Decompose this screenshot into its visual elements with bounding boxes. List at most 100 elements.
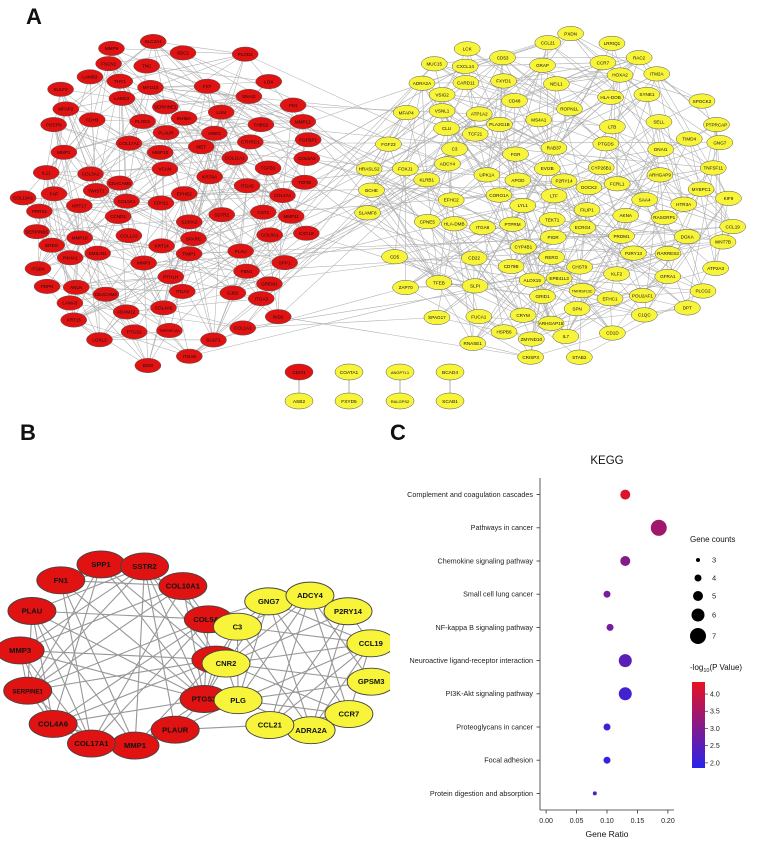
kegg-dot — [603, 723, 611, 731]
svg-text:EFHC1: EFHC1 — [602, 296, 618, 301]
svg-text:CEACAM5: CEACAM5 — [109, 181, 132, 186]
gene-node: PXDN — [557, 26, 584, 42]
svg-text:ADRA2A: ADRA2A — [295, 726, 327, 735]
svg-text:GRID1: GRID1 — [536, 294, 550, 299]
gene-node: DPT — [674, 300, 701, 316]
gene-node: SSTR2 — [208, 207, 236, 223]
svg-text:FAP: FAP — [50, 191, 59, 196]
gene-node: ADRA2A — [286, 716, 336, 745]
pathway-label: Pathways in cancer — [471, 523, 534, 532]
svg-text:CD5: CD5 — [390, 254, 400, 259]
gene-node: DOCK2 — [575, 180, 603, 195]
svg-text:ATP1A2: ATP1A2 — [471, 112, 488, 117]
gene-node: GJB2 — [219, 285, 247, 301]
gene-node: CEACAM6 — [92, 286, 120, 302]
svg-text:MMP1: MMP1 — [57, 150, 71, 155]
svg-text:LOXL2: LOXL2 — [92, 337, 107, 342]
gene-node: RASGRP1 — [650, 210, 678, 225]
svg-text:RARRES3: RARRES3 — [657, 251, 679, 256]
svg-text:RASGRP1: RASGRP1 — [653, 215, 675, 220]
svg-text:SERPINE1: SERPINE1 — [12, 688, 43, 695]
gene-node: PLAU — [227, 243, 254, 259]
gene-node: FXYD1 — [490, 73, 517, 89]
svg-text:IL7: IL7 — [563, 334, 570, 339]
kegg-dotplot: KEGG 0.00 0.05 0.10 0.15 0.20 Gene Ratio Comple… — [407, 455, 742, 839]
gene-node: APOD — [504, 172, 532, 188]
gene-node: SPAG17 — [423, 310, 451, 325]
isolated-pair: BCAD4 SCAB1 — [435, 363, 465, 410]
gene-node: HLA-DOB — [597, 89, 624, 105]
color-legend-label: 4.0 — [710, 692, 720, 699]
svg-text:MMP9: MMP9 — [105, 46, 119, 51]
svg-text:KRT14: KRT14 — [155, 244, 170, 249]
gene-node: CLU — [433, 120, 460, 136]
gene-node: CPNE5 — [414, 214, 441, 230]
gene-node: FN1 — [36, 566, 86, 595]
gene-node: CYP4B1 — [510, 239, 537, 255]
svg-text:CCL19: CCL19 — [359, 639, 383, 648]
isolated-pair: ANGPTL1 RALGPS2 — [385, 363, 415, 410]
svg-text:ALOX15: ALOX15 — [524, 278, 542, 283]
gene-node: CCL19 — [719, 219, 746, 235]
kegg-dot — [592, 791, 597, 796]
gene-node: HRASLS2 — [355, 161, 383, 177]
gene-node-group: SPP1 FN1 SSTR2 COL1A1 COL1A2 COL3A1 COL4A1 COL4… — [9, 34, 322, 373]
svg-text:MMP3: MMP3 — [9, 646, 31, 655]
svg-text:ROPN1L: ROPN1L — [560, 106, 579, 111]
svg-text:GFRA1: GFRA1 — [660, 274, 676, 279]
svg-text:ITGA6: ITGA6 — [183, 354, 197, 359]
svg-text:C3: C3 — [452, 147, 458, 152]
gene-node: TNC — [133, 58, 160, 74]
svg-text:ASB2: ASB2 — [293, 399, 306, 405]
svg-text:TIMD4: TIMD4 — [682, 137, 696, 142]
gene-node: C1QC — [631, 307, 658, 323]
gene-node: COL17A1 — [67, 729, 116, 758]
svg-text:CRISP3: CRISP3 — [522, 355, 539, 360]
gene-node: MYBPC1 — [687, 181, 715, 197]
gene-node: FGR — [502, 146, 529, 162]
gene-node: SERPINB5 — [23, 224, 50, 240]
gene-node: COL17A1 — [115, 135, 143, 151]
svg-text:COL1A1: COL1A1 — [234, 326, 252, 331]
svg-text:COL5A1: COL5A1 — [193, 615, 224, 624]
svg-text:COL5A1: COL5A1 — [118, 199, 136, 204]
size-legend-dot — [690, 628, 706, 644]
svg-text:UPK1A: UPK1A — [479, 173, 495, 178]
gene-node: CXCL8 — [293, 225, 320, 241]
gene-node: SERPINE1 — [152, 99, 179, 115]
gene-node: CCL21 — [534, 35, 562, 51]
isolated-pair: COATA1 FXYD5 — [334, 363, 364, 410]
gene-node: EPHB2 — [170, 186, 198, 202]
svg-text:SULF1: SULF1 — [206, 338, 221, 343]
svg-text:LTF: LTF — [550, 193, 558, 198]
gene-node: S100A2 — [175, 214, 203, 230]
gene-node: PIGR — [539, 229, 567, 245]
svg-text:HTR3A: HTR3A — [676, 202, 692, 207]
gene-node: CD79B — [497, 258, 525, 274]
svg-text:PTGDS: PTGDS — [598, 141, 614, 146]
svg-text:COL11A1: COL11A1 — [225, 156, 245, 161]
gene-node: COL4A6 — [28, 710, 78, 738]
svg-text:TNFRSF13C: TNFRSF13C — [572, 289, 593, 293]
svg-text:EPHB2: EPHB2 — [177, 191, 193, 196]
pathway-label: Neuroactive ligand-receptor interaction — [410, 656, 533, 665]
gene-node: FN1 — [279, 97, 307, 113]
gene-node: MMP1 — [110, 731, 160, 760]
svg-text:CDH11: CDH11 — [154, 201, 169, 206]
svg-text:INHBA: INHBA — [177, 116, 192, 121]
gene-node: MMP10 — [66, 230, 93, 246]
gene-node: SULF1 — [200, 332, 227, 348]
svg-text:CTHRC1: CTHRC1 — [241, 140, 260, 145]
gene-node: FOXJ1 — [392, 161, 419, 177]
gene-node: SULF2 — [47, 81, 74, 97]
size-legend-label: 3 — [712, 556, 716, 565]
gene-node: PLAUR — [150, 715, 200, 744]
gene-node: HTR3A — [670, 196, 697, 212]
svg-text:MYO10: MYO10 — [143, 85, 159, 90]
svg-text:NID2: NID2 — [273, 314, 284, 319]
svg-text:ITGA5: ITGA5 — [240, 183, 254, 188]
svg-text:CDO1: CDO1 — [292, 370, 306, 376]
gene-node: ZMYND10 — [518, 331, 545, 347]
svg-text:RAB37: RAB37 — [547, 146, 562, 151]
gene-node: MMP3 — [0, 636, 45, 665]
